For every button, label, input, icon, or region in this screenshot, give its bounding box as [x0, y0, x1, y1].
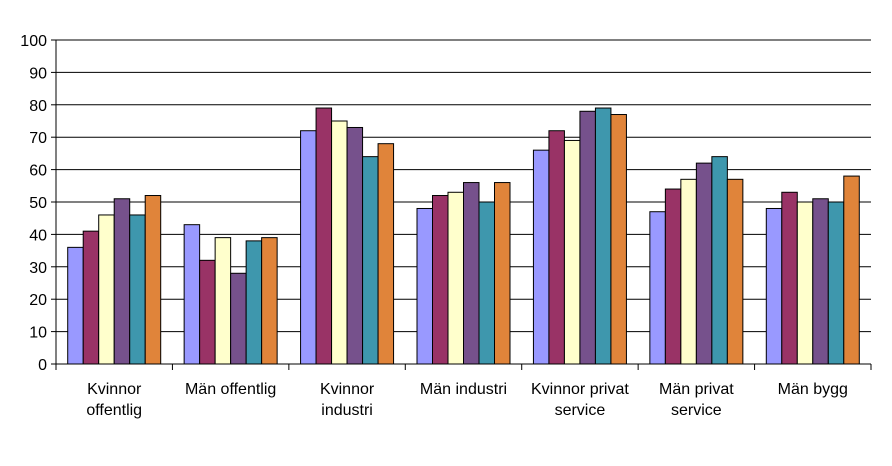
- bar: [579, 110, 596, 365]
- bar: [447, 191, 464, 365]
- bar: [680, 178, 697, 365]
- x-category-label: Män offentlig: [185, 381, 276, 398]
- bar: [463, 182, 480, 365]
- bar: [377, 143, 395, 365]
- bar: [416, 207, 433, 365]
- bar: [594, 107, 612, 365]
- x-category-labels: Kvinnor offentlig Män offentlig Kvinnor indu…: [86, 381, 848, 419]
- bar: [144, 195, 162, 365]
- y-tick-label: 100: [20, 33, 47, 50]
- bar: [67, 246, 84, 365]
- y-tick-label: 40: [29, 227, 47, 244]
- bars: [67, 107, 860, 365]
- bar: [494, 182, 511, 365]
- bar: [765, 207, 783, 365]
- bar: [827, 201, 845, 365]
- bar: [113, 198, 131, 365]
- y-tick-label: 90: [29, 65, 47, 82]
- y-tick-label: 50: [29, 195, 47, 212]
- axes: [51, 39, 872, 370]
- y-tick-label: 20: [29, 292, 47, 309]
- bar: [563, 139, 581, 365]
- x-category-label: Kvinnor industri: [320, 381, 375, 419]
- y-tick-label: 60: [29, 163, 47, 180]
- bar: [214, 237, 232, 365]
- y-tick-label: 80: [29, 98, 47, 115]
- bar: [183, 224, 201, 365]
- bar: [346, 126, 364, 365]
- bar: [199, 259, 216, 365]
- bar: [695, 162, 713, 365]
- x-category-label: Män privat service: [659, 381, 734, 419]
- x-category-label: Kvinnor privat service: [531, 381, 629, 419]
- bar: [362, 156, 379, 365]
- bar: [98, 214, 115, 365]
- bar: [843, 175, 860, 365]
- y-tick-label: 70: [29, 130, 47, 147]
- bar: [532, 149, 550, 365]
- bar: [129, 214, 146, 365]
- bar: [261, 237, 278, 365]
- y-tick-label: 30: [29, 260, 47, 277]
- bar: [478, 201, 495, 365]
- bar: [812, 198, 829, 365]
- x-category-label: Kvinnor offentlig: [86, 381, 142, 419]
- bar: [711, 156, 728, 365]
- y-tick-labels: 0 10 20 30 40 50 60 70 80 90 100: [20, 33, 47, 374]
- x-category-label: Män industri: [420, 381, 507, 398]
- bar: [331, 120, 348, 365]
- bar: [610, 114, 627, 365]
- bar: [781, 191, 798, 365]
- bar: [245, 240, 263, 365]
- y-tick-label: 10: [29, 325, 47, 342]
- bar: [300, 130, 317, 365]
- bar: [82, 230, 100, 365]
- bar: [649, 211, 666, 365]
- bar: [315, 107, 333, 365]
- y-tick-label: 0: [38, 357, 47, 374]
- bar: [796, 201, 814, 365]
- x-category-label: Män bygg: [778, 381, 848, 398]
- bar: [432, 195, 449, 365]
- bar: [548, 130, 565, 365]
- bar: [726, 178, 744, 365]
- bar: [664, 188, 682, 365]
- bar: [230, 272, 247, 365]
